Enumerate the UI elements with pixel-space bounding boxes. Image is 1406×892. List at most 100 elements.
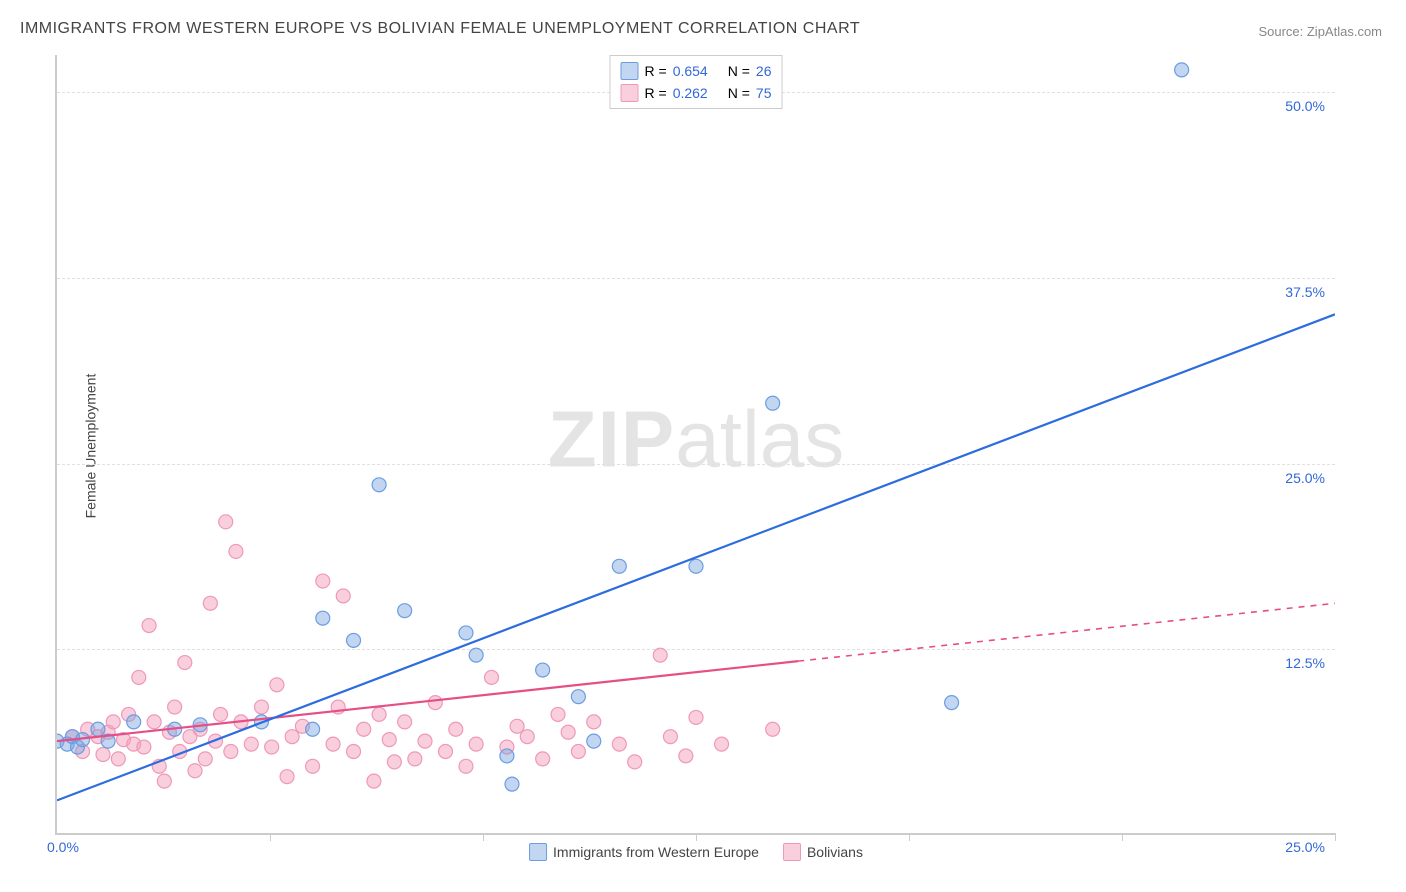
scatter-point-b [168, 700, 182, 714]
x-tick-mark [1122, 833, 1123, 841]
scatter-point-b [219, 515, 233, 529]
scatter-point-b [306, 759, 320, 773]
scatter-point-a [347, 633, 361, 647]
scatter-point-b [367, 774, 381, 788]
scatter-point-a [60, 737, 74, 751]
gridline [57, 649, 1335, 650]
scatter-point-b [536, 752, 550, 766]
scatter-point-b [280, 770, 294, 784]
x-tick-mark [483, 833, 484, 841]
watermark: ZIPatlas [548, 393, 844, 485]
scatter-point-b [418, 734, 432, 748]
x-tick-mark [909, 833, 910, 841]
scatter-svg [57, 55, 1335, 833]
scatter-point-b [173, 745, 187, 759]
legend-row-series-a: R = 0.654 N = 26 [621, 60, 772, 82]
scatter-point-b [520, 730, 534, 744]
y-tick-label: 50.0% [1285, 98, 1325, 114]
scatter-point-b [331, 700, 345, 714]
scatter-point-b [224, 745, 238, 759]
scatter-point-a [101, 734, 115, 748]
scatter-point-b [65, 730, 79, 744]
x-tick-mark [696, 833, 697, 841]
scatter-point-b [265, 740, 279, 754]
scatter-point-a [76, 733, 90, 747]
scatter-point-a [459, 626, 473, 640]
scatter-point-b [106, 715, 120, 729]
scatter-point-a [316, 611, 330, 625]
scatter-point-b [689, 710, 703, 724]
scatter-point-b [510, 719, 524, 733]
scatter-point-b [101, 725, 115, 739]
scatter-point-a [500, 749, 514, 763]
scatter-point-b [285, 730, 299, 744]
scatter-point-b [152, 759, 166, 773]
scatter-point-b [357, 722, 371, 736]
watermark-bold: ZIP [548, 394, 675, 483]
x-tick-marks [57, 833, 1335, 841]
chart-title: IMMIGRANTS FROM WESTERN EUROPE VS BOLIVI… [20, 20, 860, 38]
scatter-point-b [142, 619, 156, 633]
plot-area: ZIPatlas 12.5%25.0%37.5%50.0% 0.0% 25.0%… [55, 55, 1335, 835]
scatter-point-b [127, 737, 141, 751]
scatter-point-a [254, 715, 268, 729]
scatter-point-a [70, 740, 84, 754]
n-label: N = [728, 63, 750, 79]
scatter-point-b [551, 707, 565, 721]
series-legend: Immigrants from Western Europe Bolivians [529, 843, 863, 861]
legend-row-series-b: R = 0.262 N = 75 [621, 82, 772, 104]
scatter-point-b [715, 737, 729, 751]
scatter-point-a [612, 559, 626, 573]
scatter-point-a [372, 478, 386, 492]
scatter-point-b [81, 722, 95, 736]
scatter-point-b [679, 749, 693, 763]
scatter-point-b [439, 745, 453, 759]
scatter-point-b [628, 755, 642, 769]
swatch-series-a-bottom [529, 843, 547, 861]
y-tick-label: 12.5% [1285, 655, 1325, 671]
legend-label-a: Immigrants from Western Europe [553, 844, 759, 860]
scatter-point-b [137, 740, 151, 754]
scatter-point-b [387, 755, 401, 769]
scatter-point-b [561, 725, 575, 739]
scatter-point-a [91, 722, 105, 736]
scatter-point-a [398, 604, 412, 618]
scatter-point-b [76, 745, 90, 759]
x-tick-mark [270, 833, 271, 841]
scatter-point-a [766, 396, 780, 410]
n-value-a: 26 [756, 63, 772, 79]
scatter-point-b [198, 752, 212, 766]
trend-line-a-solid [57, 314, 1335, 800]
scatter-point-b [766, 722, 780, 736]
swatch-series-b-bottom [783, 843, 801, 861]
trend-line-b-solid [57, 661, 798, 741]
legend-item-series-a: Immigrants from Western Europe [529, 843, 759, 861]
scatter-point-a [689, 559, 703, 573]
swatch-series-a [621, 62, 639, 80]
scatter-point-b [326, 737, 340, 751]
source-attribution: Source: ZipAtlas.com [1258, 24, 1382, 39]
swatch-series-b [621, 84, 639, 102]
correlation-legend: R = 0.654 N = 26 R = 0.262 N = 75 [610, 55, 783, 109]
scatter-point-b [214, 707, 228, 721]
legend-label-b: Bolivians [807, 844, 863, 860]
r-value-b: 0.262 [673, 85, 708, 101]
scatter-point-a [1175, 63, 1189, 77]
r-label: R = [645, 85, 667, 101]
scatter-point-b [372, 707, 386, 721]
scatter-point-b [459, 759, 473, 773]
scatter-point-a [571, 690, 585, 704]
scatter-point-b [500, 740, 514, 754]
legend-item-series-b: Bolivians [783, 843, 863, 861]
gridline [57, 464, 1335, 465]
x-axis-max-label: 25.0% [1285, 839, 1325, 855]
scatter-point-b [234, 715, 248, 729]
scatter-point-b [117, 733, 131, 747]
scatter-point-a [193, 718, 207, 732]
scatter-point-b [316, 574, 330, 588]
scatter-point-b [612, 737, 626, 751]
scatter-point-b [587, 715, 601, 729]
n-label: N = [728, 85, 750, 101]
y-tick-label: 25.0% [1285, 470, 1325, 486]
scatter-point-a [945, 696, 959, 710]
